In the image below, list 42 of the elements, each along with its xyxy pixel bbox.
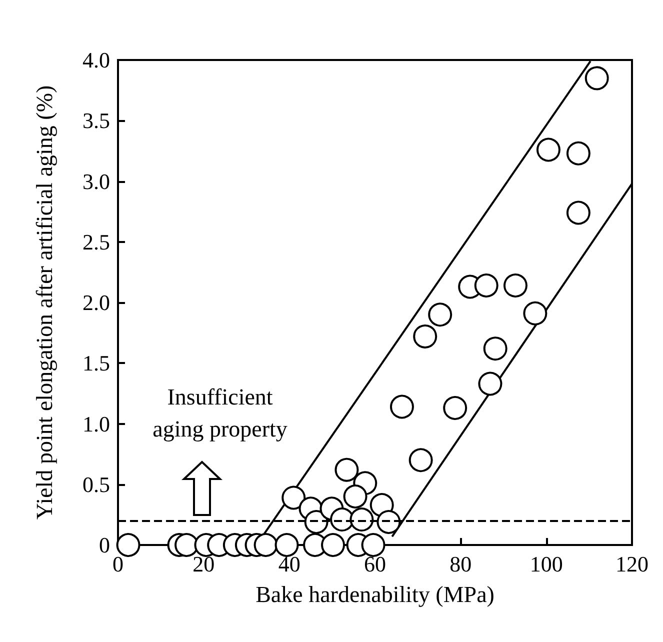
point: [566, 200, 590, 225]
point: [390, 394, 414, 419]
x-tick-label: 40: [278, 552, 300, 576]
point: [361, 533, 386, 557]
point: [413, 324, 438, 348]
point: [504, 274, 528, 298]
point: [566, 141, 590, 166]
x-tick-label: 100: [530, 552, 563, 576]
x-tick-label: 120: [616, 552, 648, 576]
x-tick-label: 20: [192, 552, 215, 576]
point: [523, 301, 548, 326]
point: [274, 533, 299, 557]
x-tick-label: 80: [450, 552, 472, 576]
y-tick-label: 1.5: [82, 350, 110, 376]
annotation: Insufficient aging property: [152, 384, 288, 442]
point: [343, 484, 368, 508]
y-tick-label: 4.0: [82, 48, 110, 72]
point: [584, 66, 609, 90]
y-tick-label: 3.0: [82, 168, 110, 194]
point: [408, 448, 433, 472]
x-axis-title: Bake hardenability (MPa): [256, 582, 494, 607]
x-tick-label: 60: [364, 552, 386, 576]
y-tick-label: 2.0: [82, 290, 110, 315]
y-tick-label: 0: [99, 532, 110, 558]
y-tick-label: 2.5: [82, 229, 110, 254]
y-tick-label: 3.5: [82, 108, 110, 134]
point: [321, 533, 346, 557]
point: [376, 510, 401, 534]
point: [254, 533, 278, 557]
point: [474, 274, 498, 298]
point: [483, 336, 508, 361]
point: [282, 486, 306, 510]
y-tick-label: 1.0: [82, 411, 110, 436]
point: [116, 533, 140, 557]
point: [443, 396, 468, 420]
point: [478, 372, 502, 396]
point: [536, 138, 560, 162]
y-tick-label: 0.5: [82, 472, 110, 497]
point: [428, 302, 452, 327]
point: [334, 458, 359, 482]
y-axis-title: Yield point elongation after artificial aging (%): [32, 85, 57, 520]
point: [350, 508, 374, 532]
